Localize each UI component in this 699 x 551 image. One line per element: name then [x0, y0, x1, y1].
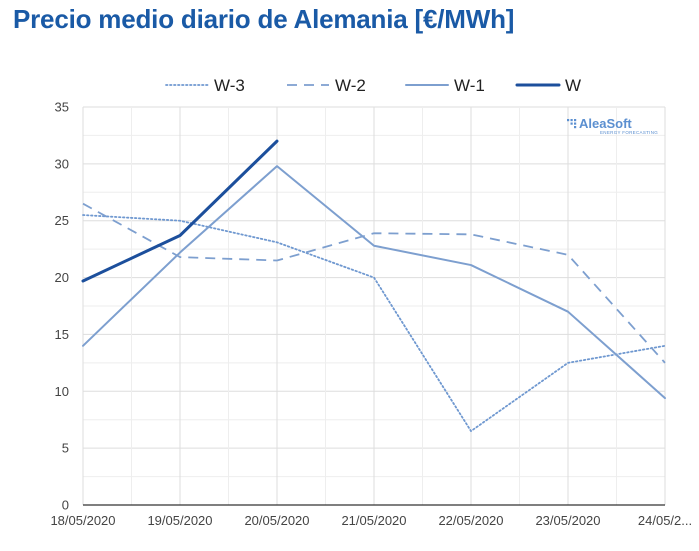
- y-tick-label: 30: [55, 156, 69, 171]
- aleasoft-dots-icon: [567, 119, 577, 129]
- x-tick-label: 20/05/2020: [244, 513, 309, 528]
- legend-label-w-1: W-1: [454, 76, 485, 95]
- y-tick-label: 15: [55, 327, 69, 342]
- y-tick-label: 10: [55, 384, 69, 399]
- x-tick-label: 23/05/2020: [535, 513, 600, 528]
- series-lines: [81, 139, 666, 432]
- series-line-w: [81, 139, 279, 283]
- series-line-w-3: [82, 214, 666, 432]
- x-tick-label: 22/05/2020: [438, 513, 503, 528]
- y-tick-label: 20: [55, 270, 69, 285]
- y-tick-label: 5: [62, 441, 69, 456]
- watermark-brand: AleaSoft: [579, 116, 632, 131]
- legend-label-w-3: W-3: [214, 76, 245, 95]
- series-line-w-2: [82, 202, 666, 364]
- axes: 0 5 10 15 20 25 30 35 18/05/2020 19/05/2020 20/05/…: [50, 100, 692, 529]
- legend-label-w: W: [565, 76, 581, 95]
- y-tick-label: 35: [55, 100, 69, 115]
- legend-label-w-2: W-2: [335, 76, 366, 95]
- watermark-tagline: ENERGY FORECASTING: [600, 130, 658, 135]
- page-title: Precio medio diario de Alemania [€/MWh]: [13, 4, 515, 34]
- grid: [82, 106, 666, 506]
- y-tick-label: 0: [62, 498, 69, 513]
- x-tick-label: 19/05/2020: [147, 513, 212, 528]
- legend: W-3 W-2 W-1 W: [165, 76, 581, 95]
- series-line-w-1: [82, 165, 666, 400]
- x-tick-label: 18/05/2020: [50, 513, 115, 528]
- x-tick-label: 21/05/2020: [341, 513, 406, 528]
- watermark-logo: AleaSoft ENERGY FORECASTING: [567, 116, 658, 135]
- y-tick-label: 25: [55, 213, 69, 228]
- x-tick-label: 24/05/2...: [638, 513, 692, 528]
